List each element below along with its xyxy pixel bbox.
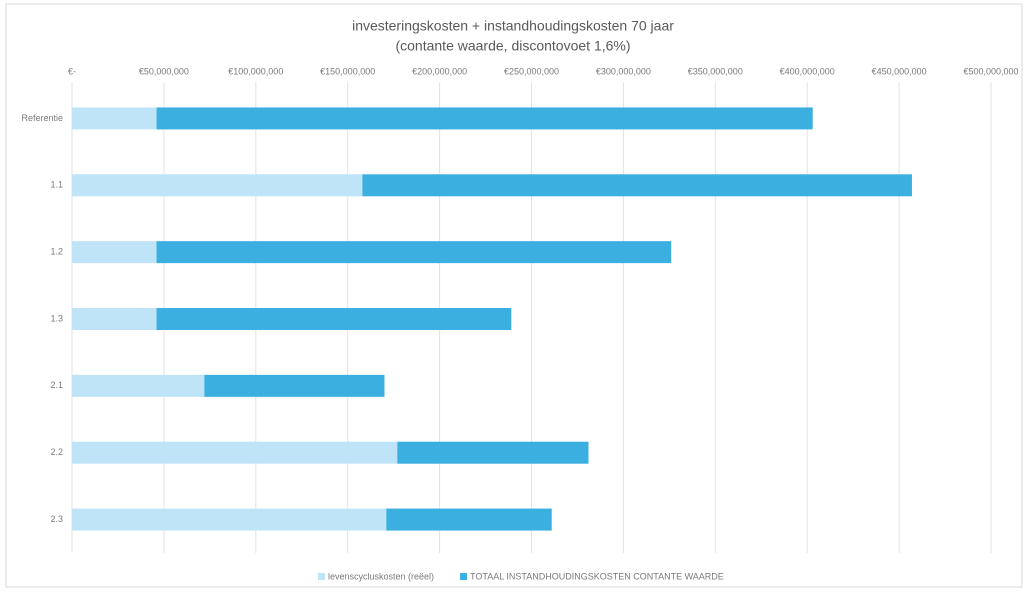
x-tick-label: €200,000,000 (412, 66, 467, 76)
legend-swatch (318, 573, 325, 580)
bar-segment (72, 508, 387, 531)
bar-segment (72, 441, 398, 464)
y-tick-label: Referentie (21, 113, 63, 123)
x-tick-label: €300,000,000 (596, 66, 651, 76)
bar-segment (156, 241, 672, 264)
y-tick-label: 1.1 (50, 180, 63, 190)
y-tick-label: 2.2 (50, 447, 63, 457)
bar-segment (72, 308, 157, 330)
x-tick-label: €350,000,000 (688, 66, 743, 76)
bar-segment (72, 174, 363, 197)
bar-segment (72, 374, 205, 397)
bar-segment (204, 374, 385, 397)
x-tick-label: €450,000,000 (872, 66, 927, 76)
bar-segment (156, 308, 512, 330)
chart-title: investeringskosten + instandhoudingskost… (352, 18, 674, 34)
y-tick-label: 2.3 (50, 514, 63, 524)
x-tick-label: €400,000,000 (780, 66, 835, 76)
y-tick-label: 1.3 (50, 313, 63, 323)
x-tick-label: €150,000,000 (320, 66, 375, 76)
legend-swatch (460, 573, 468, 580)
bar-segment (386, 508, 552, 531)
y-tick-label: 2.1 (50, 380, 63, 390)
chart-border (5, 3, 1023, 588)
x-tick-label: €100,000,000 (228, 66, 283, 76)
legend-label: levenscycluskosten (reëel) (328, 571, 434, 581)
bar-segment (72, 107, 157, 130)
legend-label: TOTAAL INSTANDHOUDINGSKOSTEN CONTANTE WA… (470, 571, 724, 581)
y-tick-label: 1.2 (50, 247, 63, 257)
x-tick-label: €50,000,000 (139, 66, 189, 76)
bar-segment (362, 174, 912, 197)
bar-segment (397, 441, 589, 464)
bar-segment (72, 241, 157, 264)
x-tick-label: €250,000,000 (504, 66, 559, 76)
chart-subtitle: (contante waarde, discontovoet 1,6%) (395, 38, 630, 54)
x-tick-label: €500,000,000 (963, 66, 1018, 76)
x-tick-label: €- (68, 66, 76, 76)
bar-segment (156, 107, 813, 130)
